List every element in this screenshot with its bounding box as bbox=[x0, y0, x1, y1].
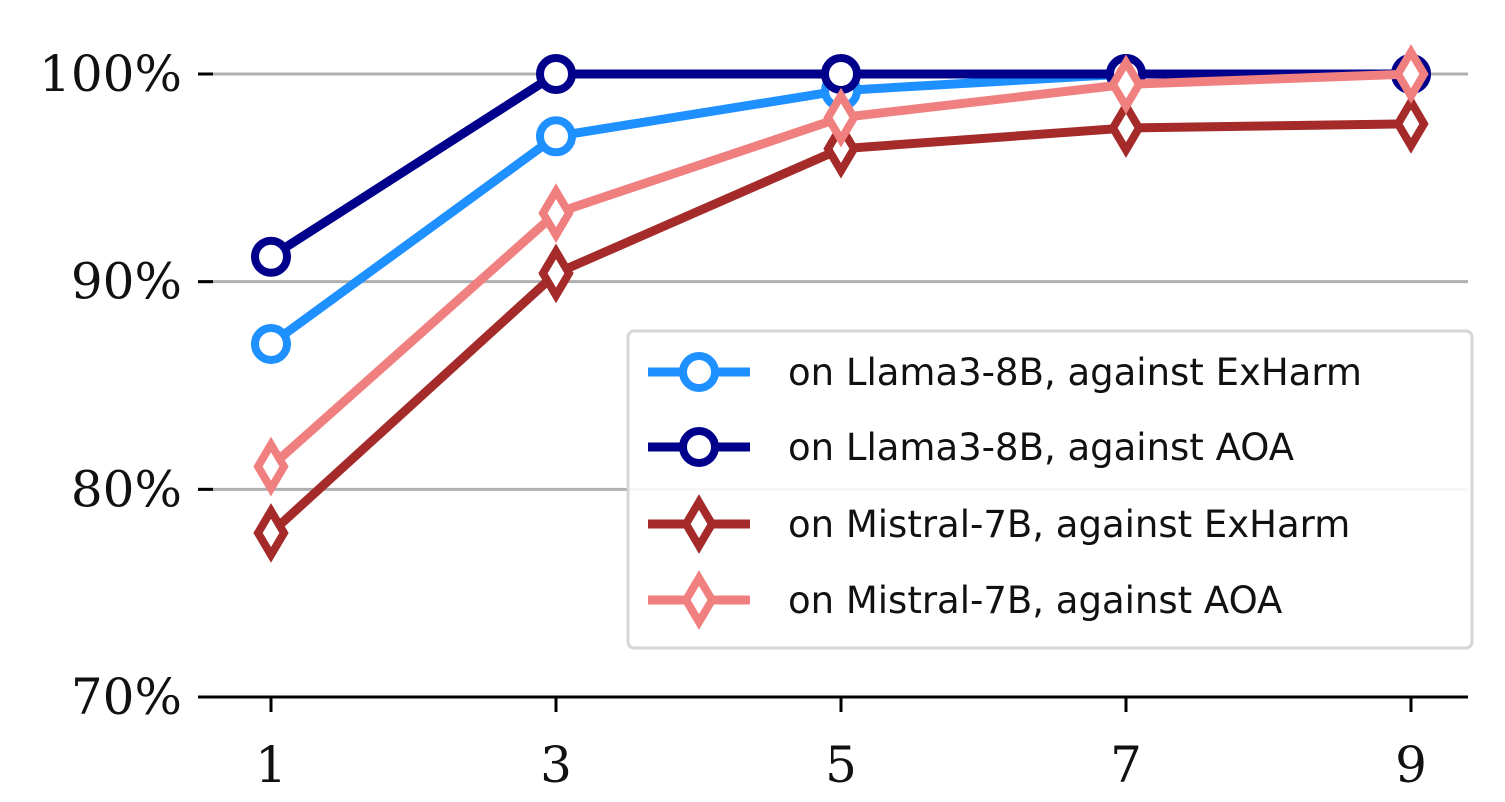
y-tick-label: 70% bbox=[71, 668, 182, 726]
x-axis-ticks: 1 3 5 7 9 bbox=[255, 697, 1427, 794]
data-point-marker bbox=[1393, 44, 1429, 104]
data-point-marker bbox=[679, 352, 719, 392]
x-tick-label: 7 bbox=[1110, 736, 1142, 794]
x-tick-label: 3 bbox=[540, 736, 572, 794]
legend-item: on Llama3-8B, against ExHarm bbox=[648, 351, 1362, 394]
legend-label: on Llama3-8B, against ExHarm bbox=[788, 351, 1362, 394]
data-point-marker bbox=[823, 87, 859, 148]
legend-label: on Llama3-8B, against AOA bbox=[788, 426, 1294, 469]
data-point-marker bbox=[251, 323, 291, 364]
data-point-marker bbox=[538, 243, 574, 304]
data-point-marker bbox=[821, 54, 861, 94]
legend-item: on Llama3-8B, against AOA bbox=[648, 426, 1294, 469]
y-tick-label: 100% bbox=[39, 45, 182, 103]
series-layer bbox=[251, 44, 1431, 563]
data-point-marker bbox=[251, 236, 291, 277]
y-tick-label: 90% bbox=[71, 253, 182, 311]
data-point-marker bbox=[253, 436, 289, 497]
data-point-marker bbox=[536, 54, 576, 94]
data-point-marker bbox=[1108, 54, 1144, 115]
data-point-marker bbox=[681, 570, 717, 630]
data-point-marker bbox=[538, 183, 574, 243]
legend-box bbox=[626, 329, 1474, 650]
x-tick-label: 9 bbox=[1395, 736, 1427, 794]
x-tick-label: 1 bbox=[255, 736, 287, 794]
series-3 bbox=[253, 93, 1429, 563]
data-point-marker bbox=[536, 116, 576, 157]
y-tick-label: 80% bbox=[71, 460, 182, 518]
data-point-marker bbox=[681, 494, 717, 554]
x-tick-label: 5 bbox=[825, 736, 857, 794]
data-point-marker bbox=[1393, 93, 1429, 154]
data-point-marker bbox=[1108, 98, 1144, 158]
data-point-marker bbox=[253, 503, 289, 563]
data-point-marker bbox=[679, 427, 719, 467]
y-axis-ticks: 70% 80% 90% 100% bbox=[39, 45, 213, 726]
data-point-marker bbox=[823, 118, 859, 179]
series-4 bbox=[253, 44, 1429, 497]
legend-label: on Mistral-7B, against ExHarm bbox=[788, 503, 1350, 546]
legend-label: on Mistral-7B, against AOA bbox=[788, 579, 1282, 622]
legend: on Llama3-8B, against ExHarm on Llama3-8B… bbox=[626, 329, 1474, 650]
legend-item: on Mistral-7B, against ExHarm bbox=[648, 494, 1350, 554]
legend-item: on Mistral-7B, against AOA bbox=[648, 570, 1282, 630]
